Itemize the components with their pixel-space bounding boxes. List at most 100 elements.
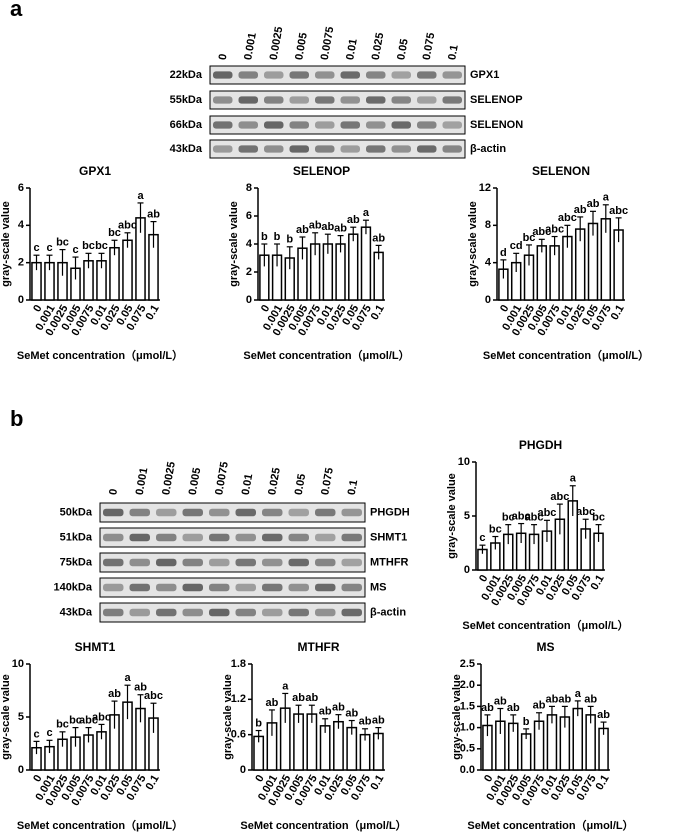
significance-label: c	[479, 532, 485, 544]
blot-band	[391, 121, 411, 129]
significance-label: abc	[525, 512, 544, 524]
y-tick-label: 6	[18, 182, 24, 194]
x-axis-label: SeMet concentration（μmol/L）	[467, 819, 633, 832]
blot-band	[315, 145, 335, 153]
blot-band	[238, 121, 258, 129]
x-tick-label: 0	[253, 773, 266, 784]
significance-label: cd	[510, 240, 523, 252]
blot-band	[213, 121, 233, 129]
significance-label: ab	[296, 224, 309, 236]
blot-strip	[99, 527, 366, 548]
significance-label: b	[261, 231, 268, 243]
significance-label: bc	[69, 715, 82, 727]
significance-label: ab	[533, 700, 546, 712]
x-tick-label: 0.1	[609, 303, 627, 322]
x-tick-label: 0.1	[589, 573, 607, 592]
y-tick-label: 0	[246, 294, 252, 306]
chart-title: SELENOP	[293, 164, 350, 178]
y-axis-label: gray-scale value	[467, 201, 479, 287]
blot-band	[288, 508, 309, 517]
blot-band	[417, 145, 437, 153]
blot-band	[182, 533, 203, 542]
blot-band	[417, 96, 437, 104]
lane-label: 0.025	[266, 467, 283, 496]
significance-label: ab	[574, 204, 587, 216]
significance-label: c	[46, 727, 52, 739]
significance-label: bc	[502, 512, 515, 524]
lane-label: 0.075	[319, 467, 336, 496]
blot-strip	[99, 502, 366, 523]
y-tick-label: 0	[485, 294, 491, 306]
lane-label: 0.01	[240, 473, 256, 496]
significance-label: ab	[597, 709, 610, 721]
x-axis-label: SeMet concentration（μmol/L）	[240, 819, 406, 832]
y-tick-label: 8	[485, 219, 491, 231]
y-tick-label: 4	[246, 238, 253, 250]
x-axis-label: SeMet concentration（μmol/L）	[17, 819, 183, 832]
blot-band	[209, 583, 230, 592]
blot-band	[391, 71, 411, 79]
blot-band	[209, 558, 230, 567]
significance-label: ab	[321, 221, 334, 233]
y-tick-label: 5	[18, 711, 24, 723]
significance-label: a	[124, 672, 131, 684]
significance-label: ab	[319, 706, 332, 718]
y-axis-label: gray-scale value	[446, 473, 458, 559]
y-tick-label: 4	[485, 257, 492, 269]
significance-label: bc	[108, 227, 121, 239]
blot-band	[129, 583, 150, 592]
blot-band	[341, 558, 362, 567]
y-tick-label: 2	[246, 266, 252, 278]
significance-label: abc	[609, 205, 628, 217]
blot-band	[235, 608, 256, 617]
significance-label: ab	[494, 695, 507, 707]
blot-band	[417, 121, 437, 129]
blot-band	[235, 583, 256, 592]
blot-band	[341, 508, 362, 517]
x-tick-label: 0.1	[368, 773, 386, 792]
significance-label: b	[286, 234, 293, 246]
significance-label: c	[72, 244, 78, 256]
y-tick-label: 10	[458, 456, 470, 468]
blot-band	[341, 608, 362, 617]
blot-band	[103, 583, 124, 592]
blot-band	[156, 608, 177, 617]
significance-label: bc	[56, 719, 69, 731]
blot-band	[129, 508, 150, 517]
blot-strip	[99, 577, 366, 598]
blot-band	[366, 145, 386, 153]
blot-band	[315, 71, 335, 79]
blot-band	[262, 558, 283, 567]
blot-band	[340, 71, 360, 79]
blot-band	[103, 608, 124, 617]
significance-label: ab	[347, 214, 360, 226]
y-tick-label: 0.6	[231, 729, 246, 741]
blot-strip	[209, 90, 466, 110]
bar	[536, 245, 548, 301]
significance-label: a	[282, 680, 289, 692]
blot-band	[156, 583, 177, 592]
significance-label: abc	[545, 223, 564, 235]
y-tick-label: 5	[464, 510, 470, 522]
significance-label: ab	[305, 692, 318, 704]
bar	[360, 226, 372, 301]
blot-band	[264, 96, 284, 104]
chart-title: MS	[537, 640, 555, 654]
blot-band	[182, 608, 203, 617]
blot-band	[262, 533, 283, 542]
significance-label: ab	[546, 693, 559, 705]
blot-band	[129, 558, 150, 567]
significance-label: abc	[512, 510, 531, 522]
lane-label: 0.025	[370, 32, 387, 61]
blot-band	[156, 558, 177, 567]
significance-label: ab	[266, 697, 279, 709]
blot-band	[341, 583, 362, 592]
y-tick-label: 12	[479, 182, 491, 194]
blot-band	[182, 558, 203, 567]
x-tick-label: 0	[259, 303, 272, 314]
panel-label: a	[10, 0, 23, 21]
x-tick-label: 0	[482, 773, 495, 784]
blot-band	[289, 96, 309, 104]
x-axis-label: SeMet concentration（μmol/L）	[17, 349, 183, 362]
